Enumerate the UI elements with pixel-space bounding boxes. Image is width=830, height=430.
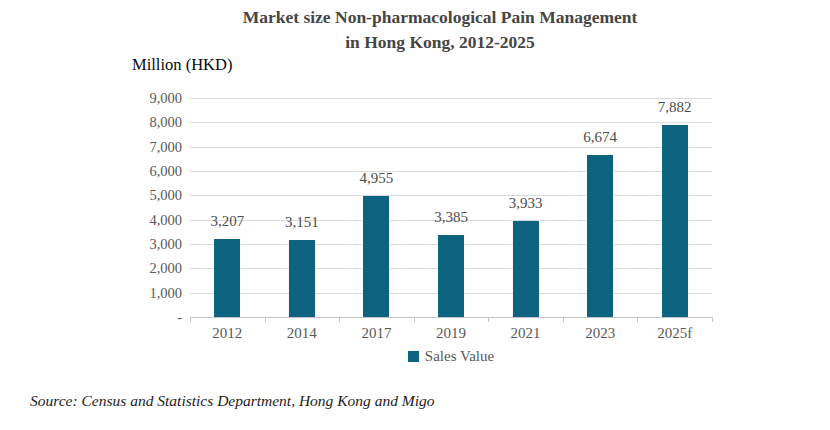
gridline <box>190 195 712 196</box>
x-tick-label: 2017 <box>336 324 416 342</box>
y-axis-unit-label: Million (HKD) <box>132 55 232 75</box>
x-axis-tick <box>339 317 340 322</box>
bar-2017 <box>363 196 389 317</box>
source-note: Source: Census and Statistics Department… <box>30 392 435 410</box>
x-axis-line <box>190 317 712 318</box>
bar-value-label: 4,955 <box>336 169 416 187</box>
bar-2019 <box>438 235 464 317</box>
x-axis-tick <box>414 317 415 322</box>
bar-value-label: 6,674 <box>560 128 640 146</box>
legend-label: Sales Value <box>425 348 494 365</box>
bar-2021 <box>513 221 539 317</box>
chart-title-line1: Market size Non-pharmacological Pain Man… <box>50 5 830 30</box>
x-axis-tick <box>637 317 638 322</box>
chart-canvas: Market size Non-pharmacological Pain Man… <box>0 0 830 430</box>
bar-value-label: 7,882 <box>635 98 715 116</box>
x-tick-label: 2012 <box>187 324 267 342</box>
x-axis-tick <box>488 317 489 322</box>
x-axis-tick <box>265 317 266 322</box>
gridline <box>190 171 712 172</box>
gridline <box>190 98 712 99</box>
x-tick-label: 2023 <box>560 324 640 342</box>
gridline <box>190 122 712 123</box>
y-tick-label: 8,000 <box>94 113 182 131</box>
bar-2023 <box>587 155 613 317</box>
legend: Sales Value <box>190 346 712 366</box>
x-tick-label: 2014 <box>262 324 342 342</box>
chart-title: Market size Non-pharmacological Pain Man… <box>50 5 830 55</box>
bar-value-label: 3,385 <box>411 208 491 226</box>
x-tick-label: 2025f <box>635 324 715 342</box>
y-tick-label: - <box>94 308 182 326</box>
y-tick-label: 4,000 <box>94 211 182 229</box>
y-tick-label: 1,000 <box>94 284 182 302</box>
y-tick-label: 6,000 <box>94 162 182 180</box>
x-tick-label: 2021 <box>486 324 566 342</box>
legend-color-swatch <box>408 351 419 362</box>
bar-2014 <box>289 240 315 317</box>
x-axis-tick <box>190 317 191 322</box>
x-axis-tick <box>712 317 713 322</box>
y-tick-label: 2,000 <box>94 259 182 277</box>
y-tick-label: 9,000 <box>94 89 182 107</box>
y-tick-label: 3,000 <box>94 235 182 253</box>
bar-value-label: 3,207 <box>187 212 267 230</box>
y-tick-label: 5,000 <box>94 186 182 204</box>
x-tick-label: 2019 <box>411 324 491 342</box>
bar-value-label: 3,151 <box>262 213 342 231</box>
plot-area: -1,0002,0003,0004,0005,0006,0007,0008,00… <box>190 98 712 317</box>
bar-value-label: 3,933 <box>486 194 566 212</box>
y-tick-label: 7,000 <box>94 138 182 156</box>
bar-2025f <box>662 125 688 317</box>
bar-2012 <box>214 239 240 317</box>
gridline <box>190 147 712 148</box>
x-axis-tick <box>563 317 564 322</box>
chart-title-line2: in Hong Kong, 2012-2025 <box>50 30 830 55</box>
